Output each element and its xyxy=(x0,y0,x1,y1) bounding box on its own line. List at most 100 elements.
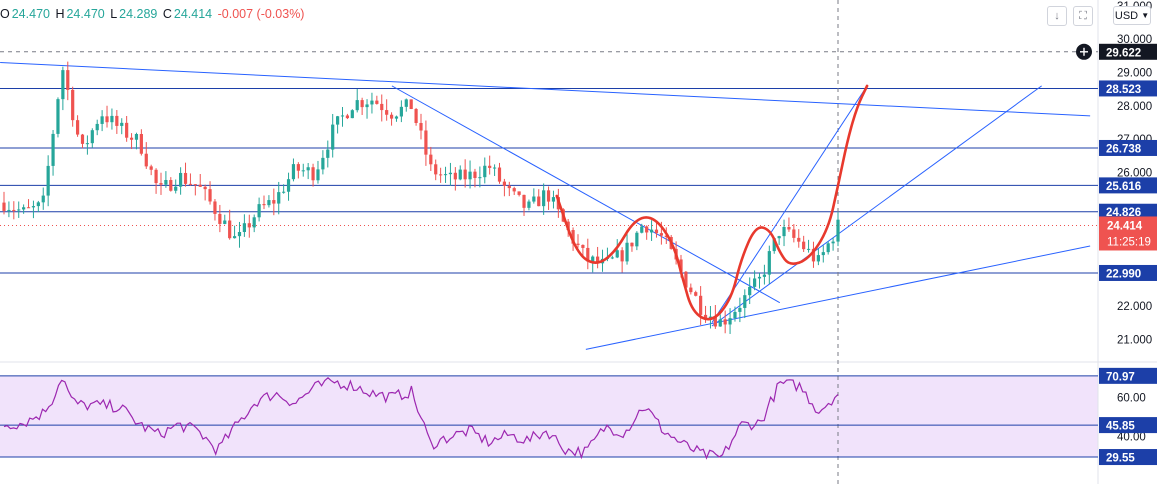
candle-body xyxy=(306,167,310,171)
price-tick-label: 30.000 xyxy=(1117,34,1152,46)
open-value: 24.470 xyxy=(11,7,50,21)
candle-body xyxy=(443,174,448,176)
candle-body xyxy=(237,231,242,237)
candle-body xyxy=(777,236,781,239)
currency-selector[interactable]: USD ▼ xyxy=(1113,6,1151,25)
candle-body xyxy=(728,318,732,325)
candle-body xyxy=(404,99,408,107)
candle-body xyxy=(664,235,668,237)
candle-body xyxy=(645,226,649,233)
candle-body xyxy=(733,311,737,319)
candle-body xyxy=(694,292,698,296)
candle-body xyxy=(71,89,75,121)
candle-body xyxy=(792,229,796,238)
candle-body xyxy=(679,259,683,272)
candle-body xyxy=(61,70,65,100)
candle-body xyxy=(17,209,21,211)
candle-body xyxy=(296,164,300,171)
candle-body xyxy=(458,169,462,180)
candle-body xyxy=(478,177,482,179)
candle-body xyxy=(12,209,16,211)
candle-body xyxy=(159,183,163,185)
drawn-pattern-curve xyxy=(555,84,869,321)
candle-body xyxy=(811,248,816,262)
close-value: 24.414 xyxy=(173,7,213,21)
candle-body xyxy=(703,314,708,320)
candle-body xyxy=(100,116,104,124)
candle-body xyxy=(321,157,325,170)
level-price-label-bg xyxy=(1099,139,1157,156)
candle-body xyxy=(743,295,747,308)
candle-body xyxy=(242,223,246,232)
candle-body xyxy=(439,174,443,176)
candle-body xyxy=(757,276,762,279)
candle-body xyxy=(7,209,11,211)
candle-body xyxy=(821,252,825,256)
crosshair-price-label-bg xyxy=(1099,43,1157,60)
candle-body xyxy=(223,220,227,224)
candle-body xyxy=(473,171,477,178)
high-value: 24.470 xyxy=(66,7,105,21)
candle-body xyxy=(753,278,757,287)
candle-body xyxy=(144,153,148,167)
candle-body xyxy=(22,207,26,210)
candle-body xyxy=(713,316,717,327)
candle-body xyxy=(262,204,266,206)
candle-body xyxy=(345,115,350,119)
candle-body xyxy=(134,133,139,140)
change-value: -0.007 (-0.03%) xyxy=(217,7,305,21)
arrow-down-icon[interactable]: ↓ xyxy=(1047,6,1067,26)
level-price-label: 22.990 xyxy=(1106,268,1141,280)
rsi-tick-label: 60.00 xyxy=(1117,392,1146,404)
candle-body xyxy=(816,255,820,262)
candle-body xyxy=(277,192,281,204)
candle-body xyxy=(399,106,403,117)
candle-body xyxy=(129,137,134,140)
candle-body xyxy=(424,130,428,155)
candle-body xyxy=(831,241,835,244)
candle-body xyxy=(576,243,580,245)
candle-body xyxy=(183,172,188,184)
candle-body xyxy=(497,167,502,182)
level-price-label: 24.826 xyxy=(1106,207,1141,219)
candle-body xyxy=(188,183,193,185)
candle-body xyxy=(340,115,345,117)
candle-body xyxy=(115,115,119,126)
candle-body xyxy=(546,190,551,202)
candle-body xyxy=(502,181,506,186)
trend-line xyxy=(711,85,1042,327)
candle-body xyxy=(723,319,727,325)
candle-body xyxy=(75,120,80,135)
candle-body xyxy=(483,165,487,178)
rsi-tick-label: 40.00 xyxy=(1117,432,1146,444)
countdown-label: 11:25:19 xyxy=(1107,236,1151,248)
candle-body xyxy=(95,123,99,131)
candle-body xyxy=(537,196,541,207)
candle-body xyxy=(625,242,629,262)
candle-body xyxy=(331,124,335,150)
level-price-label-bg xyxy=(1099,80,1157,97)
candle-body xyxy=(282,191,286,193)
candle-body xyxy=(41,195,45,203)
candle-body xyxy=(586,247,590,262)
candle-body xyxy=(208,189,212,202)
candle-body xyxy=(738,307,742,312)
chevron-down-icon: ▼ xyxy=(1141,11,1150,20)
candle-body xyxy=(385,110,389,115)
trend-line xyxy=(0,62,1091,117)
candle-body xyxy=(85,143,89,145)
candle-body xyxy=(291,164,296,180)
candle-body xyxy=(797,237,801,242)
rsi-level-label-bg xyxy=(1099,449,1157,466)
candle-body xyxy=(826,243,830,253)
candle-body xyxy=(2,202,6,211)
candle-body xyxy=(635,232,639,247)
candle-body xyxy=(164,180,168,185)
candle-body xyxy=(56,99,60,134)
fullscreen-icon[interactable]: ⛶ xyxy=(1073,6,1093,26)
candle-body xyxy=(218,213,222,224)
candle-body xyxy=(414,109,418,123)
current-price-bg xyxy=(1099,216,1157,251)
candle-body xyxy=(51,133,55,166)
